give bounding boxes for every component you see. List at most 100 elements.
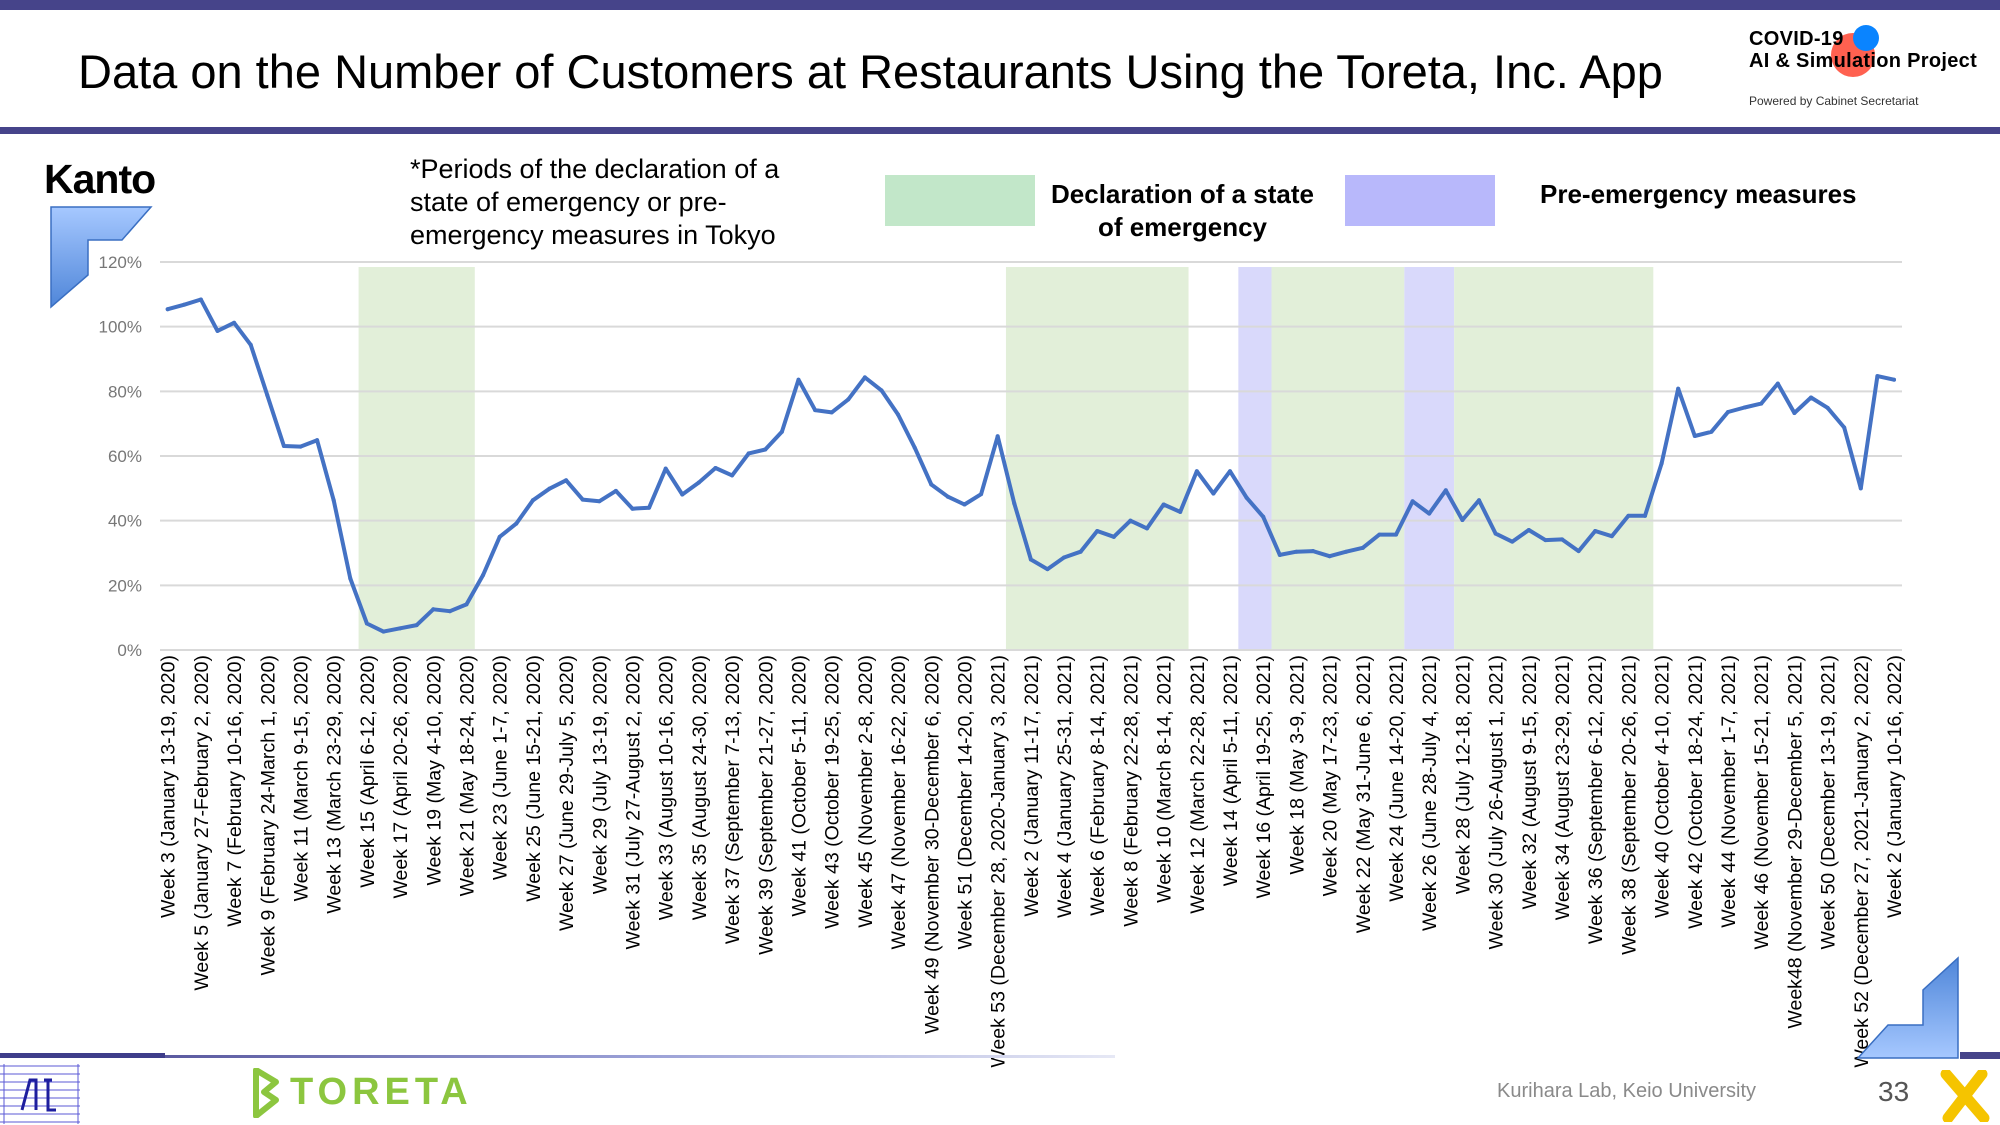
data-point	[896, 412, 901, 417]
pre-emergency-period-band	[1238, 267, 1272, 650]
x-tick-label: Week 27 (June 29-July 5, 2020)	[556, 655, 578, 931]
data-point	[1228, 469, 1233, 474]
data-point	[182, 302, 187, 307]
x-tick-label: Week 25 (June 15-21, 2020)	[523, 655, 545, 902]
data-point	[730, 473, 735, 478]
x-tick-label: Week 28 (July 12-18, 2021)	[1452, 655, 1474, 894]
data-point	[580, 497, 585, 502]
data-point	[929, 482, 934, 487]
logo-circles-icon	[1831, 25, 1879, 77]
data-point	[198, 297, 203, 302]
y-tick-label: 0%	[117, 641, 142, 660]
x-tick-label: Week 35 (August 24-30, 2020)	[689, 655, 711, 920]
corner-decoration-bottom-icon	[1856, 956, 1959, 1059]
y-tick-label: 80%	[108, 382, 142, 401]
data-point	[995, 434, 1000, 439]
x-tick-label: Week 20 (May 17-23, 2021)	[1320, 655, 1342, 896]
data-point	[1012, 501, 1017, 506]
x-tick-label: Week 2 (January 10-16, 2022)	[1884, 655, 1906, 918]
data-point	[1062, 555, 1067, 560]
data-point	[1593, 529, 1598, 534]
emergency-period-band	[1271, 267, 1405, 650]
x-tick-label: Week 49 (November 30-December 6, 2020)	[921, 655, 943, 1034]
data-point	[1211, 491, 1216, 496]
x-tick-label: Week 24 (June 14-20, 2021)	[1386, 655, 1408, 902]
data-point	[1078, 549, 1083, 554]
data-point	[1858, 486, 1863, 491]
y-tick-label: 120%	[99, 253, 142, 272]
data-point	[1842, 425, 1847, 430]
data-point	[962, 502, 967, 507]
x-tick-label: Week 9 (February 24-March 1, 2020)	[257, 655, 279, 975]
footer-divider-dark	[0, 1053, 165, 1058]
data-point	[1360, 545, 1365, 550]
x-tick-label: Week 11 (March 9-15, 2020)	[290, 655, 312, 901]
legend-pre-emergency-label: Pre-emergency measures	[1540, 179, 1857, 209]
x-tick-label: Week 50 (December 13-19, 2021)	[1818, 655, 1840, 949]
data-point	[846, 397, 851, 402]
pre-emergency-period-band	[1404, 267, 1455, 650]
data-point	[1095, 529, 1100, 534]
x-tick-label: Week 3 (January 13-19, 2020)	[158, 655, 180, 918]
data-point	[1726, 410, 1731, 415]
data-point	[1892, 377, 1896, 382]
x-tick-label: Week 2 (January 11-17, 2021)	[1021, 655, 1043, 917]
data-point	[464, 602, 469, 607]
data-point	[1792, 410, 1797, 415]
data-point	[1311, 549, 1316, 554]
x-tick-label: Week 10 (March 8-14, 2021)	[1154, 655, 1176, 903]
data-point	[547, 486, 552, 491]
data-point	[1643, 513, 1648, 518]
x-tick-label: Week 17 (April 20-26, 2020)	[390, 655, 412, 899]
page-title: Data on the Number of Customers at Resta…	[78, 45, 1663, 98]
data-point	[862, 375, 867, 380]
data-point	[1493, 531, 1498, 536]
x-tick-label: Week 42 (October 18-24, 2021)	[1685, 655, 1707, 929]
data-point	[1477, 498, 1482, 503]
data-point	[1261, 514, 1266, 519]
data-point	[1344, 549, 1349, 554]
data-point	[481, 572, 486, 577]
data-point	[1510, 539, 1515, 544]
data-point	[597, 499, 602, 504]
data-point	[1576, 549, 1581, 554]
data-point	[364, 621, 369, 626]
logo-line-2: AI & Simulation Project	[1749, 50, 1978, 72]
x-tick-label: Week 41 (October 5-11, 2020)	[788, 655, 810, 917]
data-point	[1161, 502, 1166, 507]
data-point	[497, 534, 502, 539]
data-point	[447, 609, 452, 614]
data-point	[1443, 488, 1448, 493]
x-tick-label: Week 15 (April 6-12, 2020)	[357, 655, 379, 888]
data-point	[1560, 537, 1565, 542]
x-tick-label: Week 6 (February 8-14, 2021)	[1087, 655, 1109, 916]
x-tick-label: Week 13 (March 23-29, 2020)	[324, 655, 346, 914]
data-point	[1427, 511, 1432, 516]
data-point	[1394, 532, 1399, 537]
data-point	[630, 506, 635, 511]
x-logo-icon	[1940, 1070, 1990, 1122]
x-tick-label: Week 30 (July 26-August 1, 2021)	[1486, 655, 1508, 949]
data-point	[1709, 429, 1714, 434]
data-point	[1626, 513, 1631, 518]
data-point	[431, 607, 436, 612]
emergency-period-band	[1005, 267, 1189, 650]
data-point	[696, 480, 701, 485]
x-tick-label: Week 37 (September 7-13, 2020)	[722, 655, 744, 944]
data-point	[680, 492, 685, 497]
toreta-mark-icon	[253, 1068, 279, 1118]
x-tick-label: Week 45 (November 2-8, 2020)	[855, 655, 877, 928]
logo-line-1: COVID-19	[1749, 28, 1844, 50]
x-tick-label: Week 8 (February 22-28, 2021)	[1120, 655, 1142, 927]
x-tick-label: Week 51 (December 14-20, 2020)	[954, 655, 976, 949]
footer-divider	[165, 1055, 1115, 1058]
data-point	[1294, 549, 1299, 554]
y-tick-label: 20%	[108, 576, 142, 595]
data-point	[779, 429, 784, 434]
data-point	[979, 492, 984, 497]
page-number: 33	[1878, 1076, 1910, 1107]
data-point	[912, 445, 917, 450]
data-point	[298, 444, 303, 449]
data-point	[1377, 532, 1382, 537]
x-tick-label: Week 34 (August 23-29, 2021)	[1552, 655, 1574, 920]
